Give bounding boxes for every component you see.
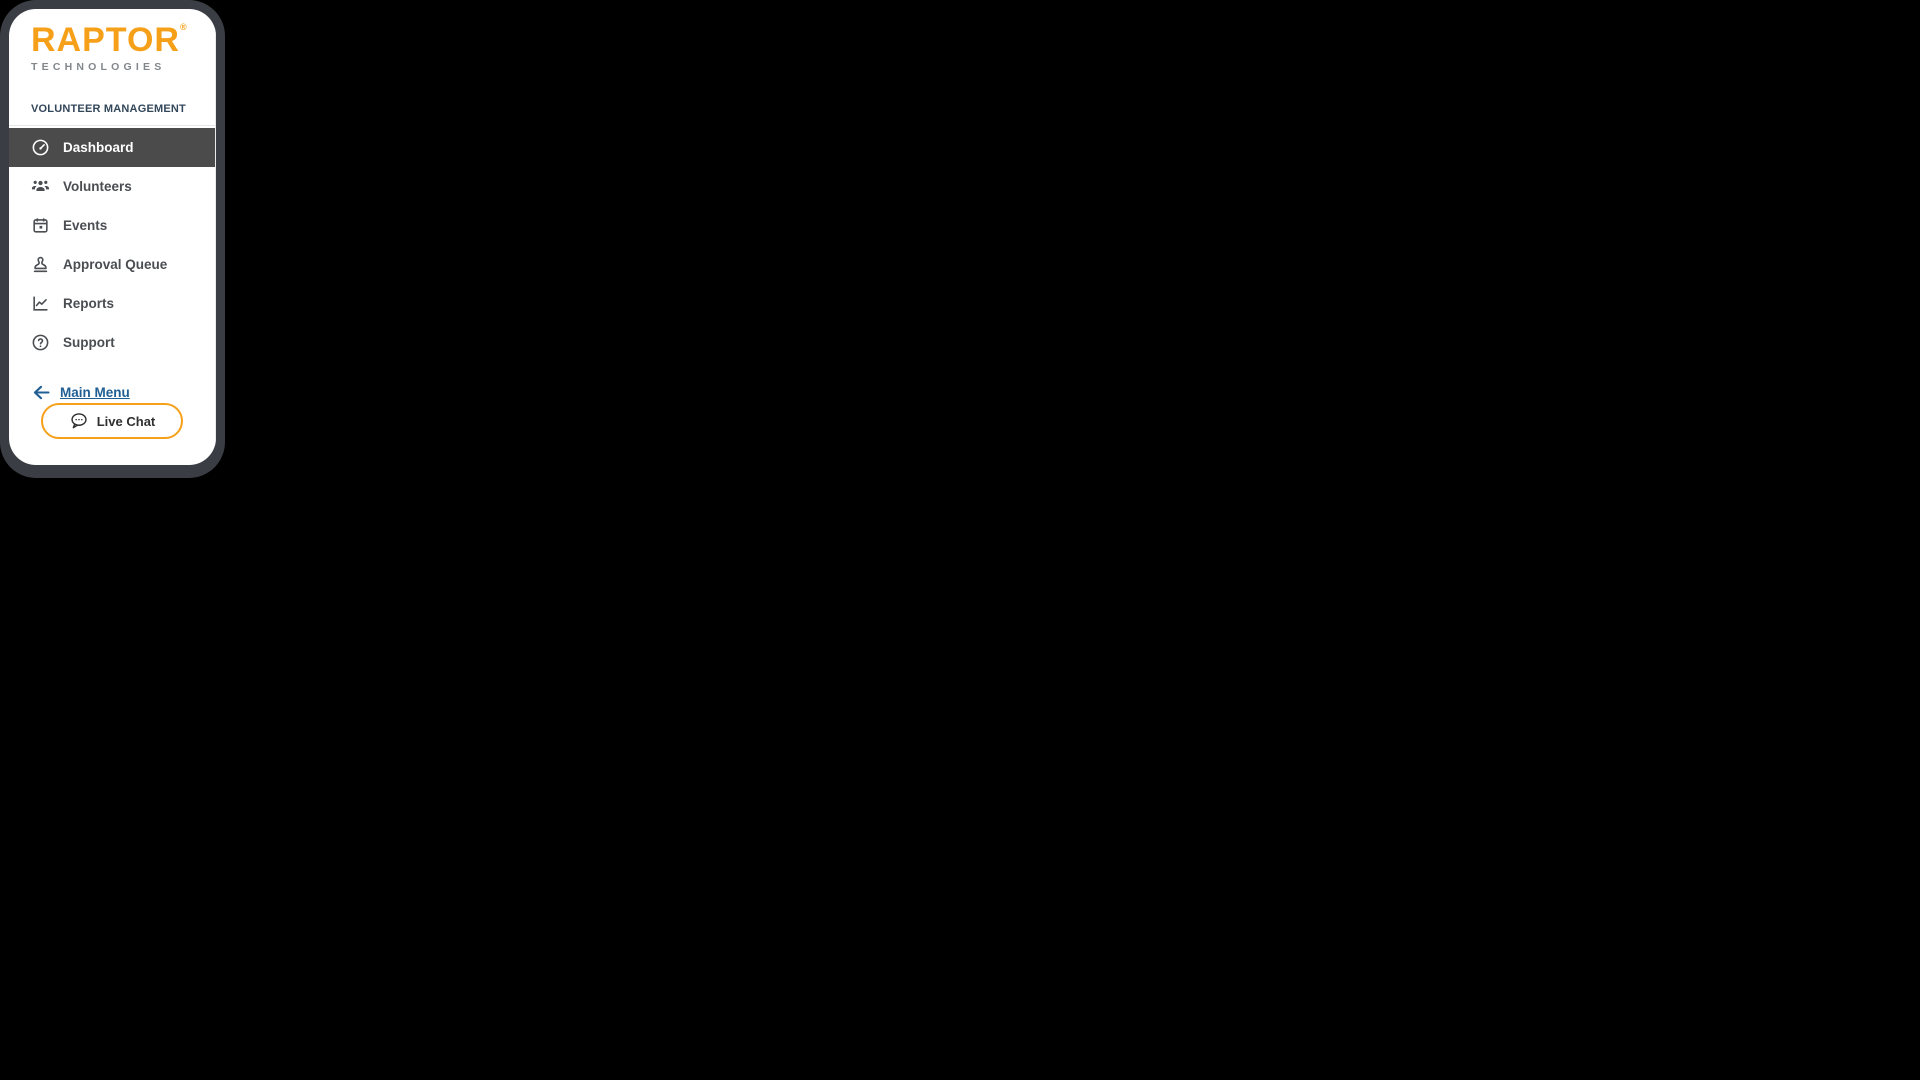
main-menu-link[interactable]: Main Menu — [31, 382, 215, 403]
speedometer-icon — [32, 139, 49, 156]
monitor-bezel: RAPTOR® TECHNOLOGIES VOLUNTEER MANAGEMEN… — [0, 0, 225, 478]
sidebar-item-label: Reports — [63, 296, 115, 311]
live-chat-label: Live Chat — [96, 413, 156, 429]
sidebar: RAPTOR® TECHNOLOGIES VOLUNTEER MANAGEMEN… — [9, 9, 216, 465]
logo-brand-text: RAPTOR — [31, 21, 180, 59]
sidebar-item-label: Support — [63, 335, 115, 350]
sidebar-item-label: Dashboard — [63, 140, 134, 155]
chat-bubble-icon — [71, 413, 87, 429]
sidebar-item-approval-queue[interactable]: Approval Queue — [9, 245, 215, 284]
sidebar-item-dashboard[interactable]: Dashboard — [9, 128, 215, 167]
sidebar-item-label: Events — [63, 218, 108, 233]
raptor-logo: RAPTOR® TECHNOLOGIES — [9, 9, 215, 74]
people-icon — [31, 180, 50, 192]
sidebar-item-label: Approval Queue — [63, 257, 168, 272]
stamp-icon — [33, 256, 48, 273]
sidebar-item-label: Volunteers — [63, 179, 132, 194]
screen: RAPTOR® TECHNOLOGIES VOLUNTEER MANAGEMEN… — [9, 9, 216, 465]
calendar-icon — [33, 218, 48, 233]
arrow-left-icon — [33, 385, 50, 400]
main-menu-label: Main Menu — [60, 385, 130, 400]
sidebar-item-events[interactable]: Events — [9, 206, 215, 245]
sidebar-section-label: VOLUNTEER MANAGEMENT — [9, 103, 215, 126]
sidebar-nav: Dashboard Volunteers Events — [9, 128, 215, 362]
registered-mark: ® — [179, 22, 188, 32]
sidebar-item-support[interactable]: Support — [9, 323, 215, 362]
question-circle-icon — [32, 334, 49, 351]
line-chart-icon — [33, 296, 48, 311]
sidebar-item-reports[interactable]: Reports — [9, 284, 215, 323]
sidebar-item-volunteers[interactable]: Volunteers — [9, 167, 215, 206]
live-chat-button[interactable]: Live Chat — [41, 403, 183, 439]
logo-sub-text: TECHNOLOGIES — [31, 61, 166, 73]
